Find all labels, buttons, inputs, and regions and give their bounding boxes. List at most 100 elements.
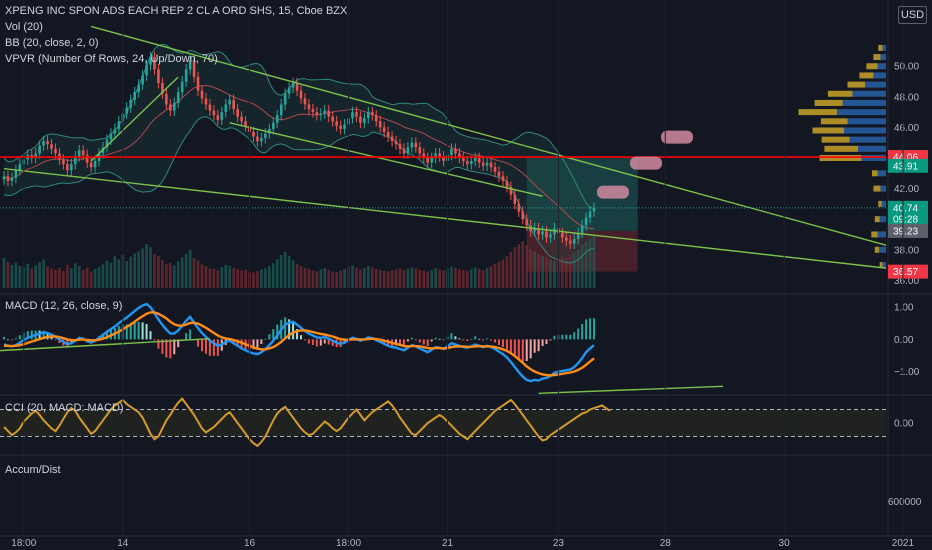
- vp-row-down: [873, 54, 881, 61]
- volume-bar: [438, 269, 441, 288]
- volume-bar: [374, 268, 378, 288]
- macd-trendline-right: [538, 385, 724, 395]
- candle-body: [157, 69, 160, 84]
- candle-body: [477, 158, 481, 163]
- volume-bar: [327, 269, 331, 288]
- volume-bar: [77, 266, 81, 288]
- macd-histogram-bar: [311, 339, 314, 346]
- price-pane[interactable]: [0, 25, 887, 288]
- macd-histogram-bar: [438, 338, 441, 340]
- macd-line: [3, 302, 595, 383]
- price-axis[interactable]: 36.0038.0040.0042.0044.0046.0048.0050.00…: [0, 0, 932, 536]
- cci-pane[interactable]: [0, 397, 886, 448]
- candle-body: [422, 153, 426, 158]
- vp-row-up: [844, 127, 886, 134]
- candle-body: [125, 107, 129, 114]
- candle-body: [386, 132, 390, 137]
- vp-row-down: [871, 231, 878, 238]
- candle-body: [6, 176, 10, 181]
- macd-histogram-bar: [490, 339, 493, 341]
- candle-body: [220, 112, 224, 120]
- macd-histogram-bar: [529, 339, 532, 359]
- macd-histogram-bar: [486, 338, 489, 340]
- macd-pane[interactable]: [0, 302, 724, 395]
- candle-body: [580, 225, 584, 233]
- volume-bar: [161, 259, 164, 288]
- vp-row-up: [880, 185, 886, 192]
- volume-bar: [196, 260, 200, 288]
- candle-body: [426, 158, 430, 163]
- currency-button[interactable]: USD: [898, 6, 927, 24]
- candle-body: [505, 180, 509, 188]
- legend-vpvr[interactable]: VPVR (Number Of Rows, 24, Up/Down, 70): [5, 53, 218, 65]
- candle-body: [66, 164, 69, 171]
- macd-histogram-bar: [300, 335, 302, 340]
- macd-histogram-bar: [153, 339, 156, 341]
- legend-bollinger[interactable]: BB (20, close, 2, 0): [5, 37, 99, 49]
- volume-bar: [299, 266, 303, 288]
- candle-body: [367, 112, 370, 119]
- volume-bar: [331, 271, 334, 288]
- vp-row-up: [873, 72, 886, 79]
- candle-body: [137, 84, 140, 93]
- macd-histogram-bar: [430, 339, 433, 342]
- candle-body: [117, 121, 121, 129]
- bollinger-fill: [4, 44, 594, 263]
- volume-bar: [228, 266, 232, 288]
- volume-bar: [117, 259, 121, 288]
- volume-bar: [561, 256, 564, 288]
- bollinger-upper: [3, 43, 595, 209]
- trendline-upper: [90, 25, 887, 246]
- candle-body: [382, 127, 386, 132]
- volume-bar: [264, 268, 267, 288]
- macd-histogram-bar: [589, 318, 592, 340]
- macd-histogram-bar: [157, 339, 160, 349]
- price-tag: [888, 264, 928, 279]
- macd-histogram-bar: [276, 324, 279, 340]
- volume-bar: [363, 268, 366, 288]
- volume-bar: [394, 269, 398, 288]
- candle-body: [315, 112, 319, 116]
- price-tick-label: 50.00: [894, 62, 919, 73]
- vp-row-up: [879, 246, 886, 253]
- volume-bar: [26, 263, 30, 288]
- macd-histogram-bar: [284, 317, 287, 340]
- candle-body: [287, 87, 291, 94]
- volume-bar: [109, 262, 113, 288]
- volume-bar: [517, 244, 521, 288]
- candle-body: [398, 144, 402, 149]
- vp-row-up: [865, 81, 886, 88]
- macd-histogram-bar: [165, 339, 168, 358]
- trendline-lower: [3, 168, 887, 269]
- price-tag-label: 44.06: [893, 153, 918, 164]
- candle-body: [105, 139, 109, 148]
- vp-row-up: [842, 99, 886, 106]
- volume-bar: [307, 268, 311, 288]
- macd-histogram-bar: [185, 333, 188, 340]
- candle-body: [236, 109, 239, 117]
- legend-macd[interactable]: MACD (12, 26, close, 9): [5, 300, 123, 312]
- volume-bar: [497, 261, 501, 288]
- volume-bar: [572, 252, 576, 288]
- candle-body: [204, 98, 208, 105]
- legend-accum-dist[interactable]: Accum/Dist: [5, 464, 61, 476]
- candle-body: [390, 136, 394, 142]
- macd-histogram-bar: [581, 323, 584, 340]
- volume-bar: [442, 270, 445, 288]
- price-tag: [888, 212, 928, 227]
- macd-histogram-bar: [177, 339, 180, 348]
- legend-cci[interactable]: CCI (20, MACD: MACD): [5, 402, 124, 414]
- volume-bar: [462, 269, 465, 288]
- macd-histogram-bar: [505, 339, 508, 350]
- macd-histogram-bar: [58, 339, 61, 343]
- volume-bar: [493, 263, 497, 288]
- volume-bar: [34, 265, 37, 288]
- volume-bar: [537, 253, 540, 288]
- legend-volume[interactable]: Vol (20): [5, 21, 43, 33]
- candle-body: [54, 148, 57, 154]
- candle-body: [406, 147, 410, 154]
- candle-body: [268, 128, 271, 134]
- macd-histogram-bar: [470, 338, 473, 340]
